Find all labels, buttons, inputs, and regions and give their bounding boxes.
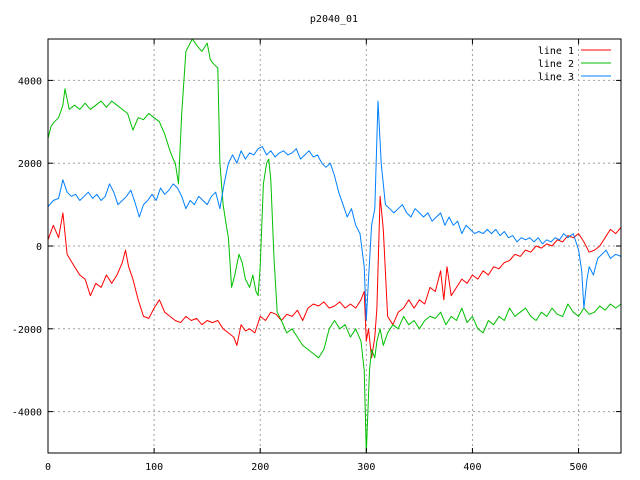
y-tick-label: -4000: [12, 408, 42, 419]
legend-label-3: line 3: [538, 72, 574, 83]
series-line-1: [47, 195, 622, 359]
x-tick-label: 500: [570, 462, 588, 473]
legend-label-1: line 1: [538, 46, 574, 57]
y-tick-label: 0: [36, 242, 42, 253]
x-tick-label: 100: [145, 462, 163, 473]
x-tick-label: 300: [357, 462, 375, 473]
legend-label-2: line 2: [538, 59, 574, 70]
y-tick-label: -2000: [12, 325, 42, 336]
x-tick-label: 200: [251, 462, 269, 473]
axis-ticks: 0 100 200 300 400 500 -4000 -2000 0 2000 4000: [12, 39, 621, 473]
grid-lines: [48, 39, 621, 453]
y-tick-label: 2000: [18, 159, 42, 170]
series-line-2: [47, 38, 622, 454]
chart-title: p2040_01: [310, 14, 358, 25]
series-line-3: [47, 100, 622, 321]
legend: line 1 line 2 line 3: [538, 46, 611, 83]
y-tick-label: 4000: [18, 76, 42, 87]
x-tick-label: 0: [45, 462, 51, 473]
series-lines: [47, 38, 622, 454]
x-tick-label: 400: [463, 462, 481, 473]
